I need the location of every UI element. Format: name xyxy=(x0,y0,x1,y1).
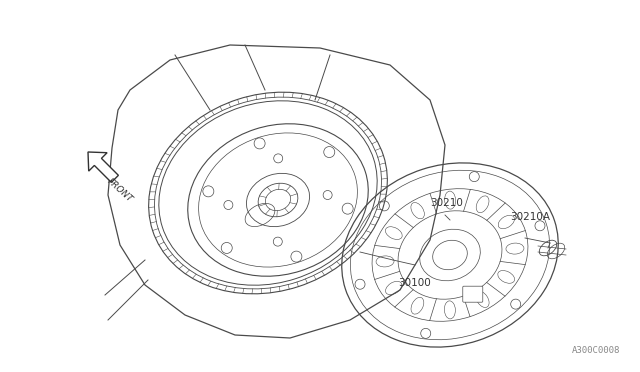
FancyBboxPatch shape xyxy=(463,286,483,302)
Text: 30100: 30100 xyxy=(399,278,431,288)
Polygon shape xyxy=(108,45,445,338)
Text: A300C0008: A300C0008 xyxy=(572,346,620,355)
Text: 30210A: 30210A xyxy=(510,212,550,222)
Text: 30210: 30210 xyxy=(431,198,463,208)
Polygon shape xyxy=(88,152,118,182)
Text: FRONT: FRONT xyxy=(105,177,134,204)
